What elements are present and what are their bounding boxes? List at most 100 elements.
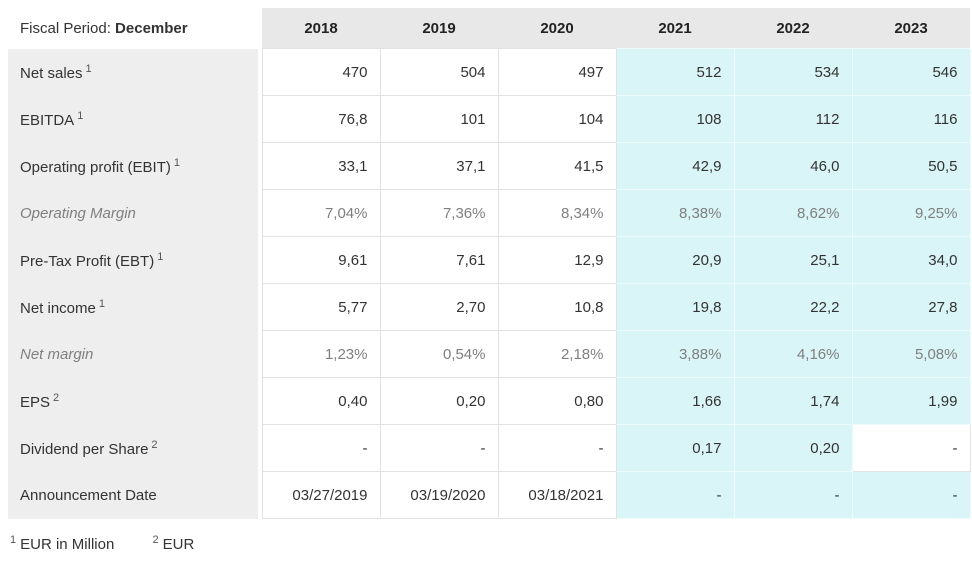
year-header-2018: 2018 <box>262 8 380 49</box>
row-spacer <box>258 189 262 237</box>
row-label: Pre-Tax Profit (EBT) 1 <box>8 236 258 284</box>
footnote-marker: 1 <box>98 297 105 310</box>
footnote-1: 1 EUR in Million <box>10 534 115 553</box>
year-header-2021: 2021 <box>616 8 734 49</box>
data-cell: 2,70 <box>379 283 499 331</box>
year-header-2019: 2019 <box>380 8 498 49</box>
footnote-marker: 1 <box>85 62 92 75</box>
data-cell: 37,1 <box>379 142 499 190</box>
row-label-text: Net margin <box>20 345 94 363</box>
row-label: Dividend per Share 2 <box>8 424 258 472</box>
data-cell: 7,36% <box>379 189 499 237</box>
data-cell: 1,23% <box>261 330 381 378</box>
table-row: Dividend per Share 2- - -0,17 0,20- <box>8 424 971 472</box>
year-header-2022: 2022 <box>734 8 852 49</box>
footnotes: 1 EUR in Million 2 EUR <box>8 534 964 553</box>
data-cell: - <box>615 471 735 519</box>
data-cell: 34,0 <box>851 236 971 284</box>
footnote-marker: 1 <box>77 109 84 122</box>
row-label: EBITDA 1 <box>8 95 258 143</box>
data-cell: 5,77 <box>261 283 381 331</box>
data-cell: 33,1 <box>261 142 381 190</box>
data-cell: 76,8 <box>261 95 381 143</box>
data-cell: 8,62% <box>733 189 853 237</box>
data-cell: 497 <box>497 48 617 96</box>
data-cell: - <box>733 471 853 519</box>
data-cell: 50,5 <box>851 142 971 190</box>
row-label-text: Operating Margin <box>20 204 136 222</box>
data-cell: 0,40 <box>261 377 381 425</box>
data-cell: - <box>379 424 499 472</box>
data-cell: 8,38% <box>615 189 735 237</box>
data-cell: - <box>851 424 971 472</box>
financials-table: Fiscal Period: December 2018 2019 2020 2… <box>8 8 971 519</box>
table-row: EPS 2 0,40 0,20 0,80 1,66 1,74 1,99 <box>8 377 971 425</box>
fiscal-period-prefix: Fiscal Period: <box>20 19 111 37</box>
row-spacer <box>258 471 262 519</box>
row-label: Announcement Date <box>8 471 258 519</box>
data-cell: 512 <box>615 48 735 96</box>
data-cell: 03/18/2021 <box>497 471 617 519</box>
data-cell: 4,16% <box>733 330 853 378</box>
row-label-text: Announcement Date <box>20 486 157 504</box>
footnote-marker: 2 <box>151 438 158 451</box>
table-row: Pre-Tax Profit (EBT) 1 9,61 7,61 12,9 20,9 25,… <box>8 236 971 284</box>
row-spacer <box>258 283 262 331</box>
data-cell: 0,17 <box>615 424 735 472</box>
row-label: EPS 2 <box>8 377 258 425</box>
data-cell: 7,04% <box>261 189 381 237</box>
data-cell: 46,0 <box>733 142 853 190</box>
row-label: Net income 1 <box>8 283 258 331</box>
data-cell: 0,20 <box>733 424 853 472</box>
data-cell: 0,80 <box>497 377 617 425</box>
data-cell: 2,18% <box>497 330 617 378</box>
data-cell: 27,8 <box>851 283 971 331</box>
row-spacer <box>258 377 262 425</box>
data-cell: 1,99 <box>851 377 971 425</box>
header-row: Fiscal Period: December 2018 2019 2020 2… <box>8 8 970 49</box>
data-cell: 116 <box>851 95 971 143</box>
data-cell: 8,34% <box>497 189 617 237</box>
row-spacer <box>258 95 262 143</box>
data-cell: 41,5 <box>497 142 617 190</box>
data-cell: 0,54% <box>379 330 499 378</box>
data-cell: 7,61 <box>379 236 499 284</box>
year-header-2020: 2020 <box>498 8 616 49</box>
data-cell: 3,88% <box>615 330 735 378</box>
data-cell: 112 <box>733 95 853 143</box>
data-cell: 9,25% <box>851 189 971 237</box>
table-row: EBITDA 1 76,8 101 104 108 112 116 <box>8 95 971 143</box>
data-cell: 1,66 <box>615 377 735 425</box>
row-spacer <box>258 236 262 284</box>
footnote-marker: 1 <box>173 156 181 169</box>
fiscal-period-label: Fiscal Period: December <box>8 8 258 49</box>
data-cell: 5,08% <box>851 330 971 378</box>
row-label: Operating profit (EBIT) 1 <box>8 142 258 190</box>
table-row: Net income 1 5,77 2,70 10,8 19,8 22,2 27,8 <box>8 283 971 331</box>
row-label-text: EPS <box>20 393 51 411</box>
table-row: Net sales 1 470 504 497 512 534 546 <box>8 48 971 96</box>
data-cell: 108 <box>615 95 735 143</box>
data-cell: 1,74 <box>733 377 853 425</box>
data-cell: 42,9 <box>615 142 735 190</box>
data-cell: 22,2 <box>733 283 853 331</box>
data-cell: 10,8 <box>497 283 617 331</box>
row-spacer <box>258 424 262 472</box>
data-cell: 504 <box>379 48 499 96</box>
row-label: Operating Margin <box>8 189 258 237</box>
row-label: Net sales 1 <box>8 48 258 96</box>
row-label-text: Net sales <box>20 64 83 82</box>
data-cell: 03/19/2020 <box>379 471 499 519</box>
footnote-2-sup: 2 <box>152 534 159 546</box>
year-header-2023: 2023 <box>852 8 970 49</box>
footnote-1-text: EUR in Million <box>20 536 115 553</box>
data-cell: 104 <box>497 95 617 143</box>
row-label-text: Net income <box>20 299 96 317</box>
footnote-marker: 2 <box>53 391 60 404</box>
data-cell: 03/27/2019 <box>261 471 381 519</box>
table-row: Announcement Date 03/27/2019 03/19/2020 03/… <box>8 471 971 519</box>
data-cell: 25,1 <box>733 236 853 284</box>
footnote-2: 2 EUR <box>152 534 195 553</box>
data-cell: - <box>851 471 971 519</box>
